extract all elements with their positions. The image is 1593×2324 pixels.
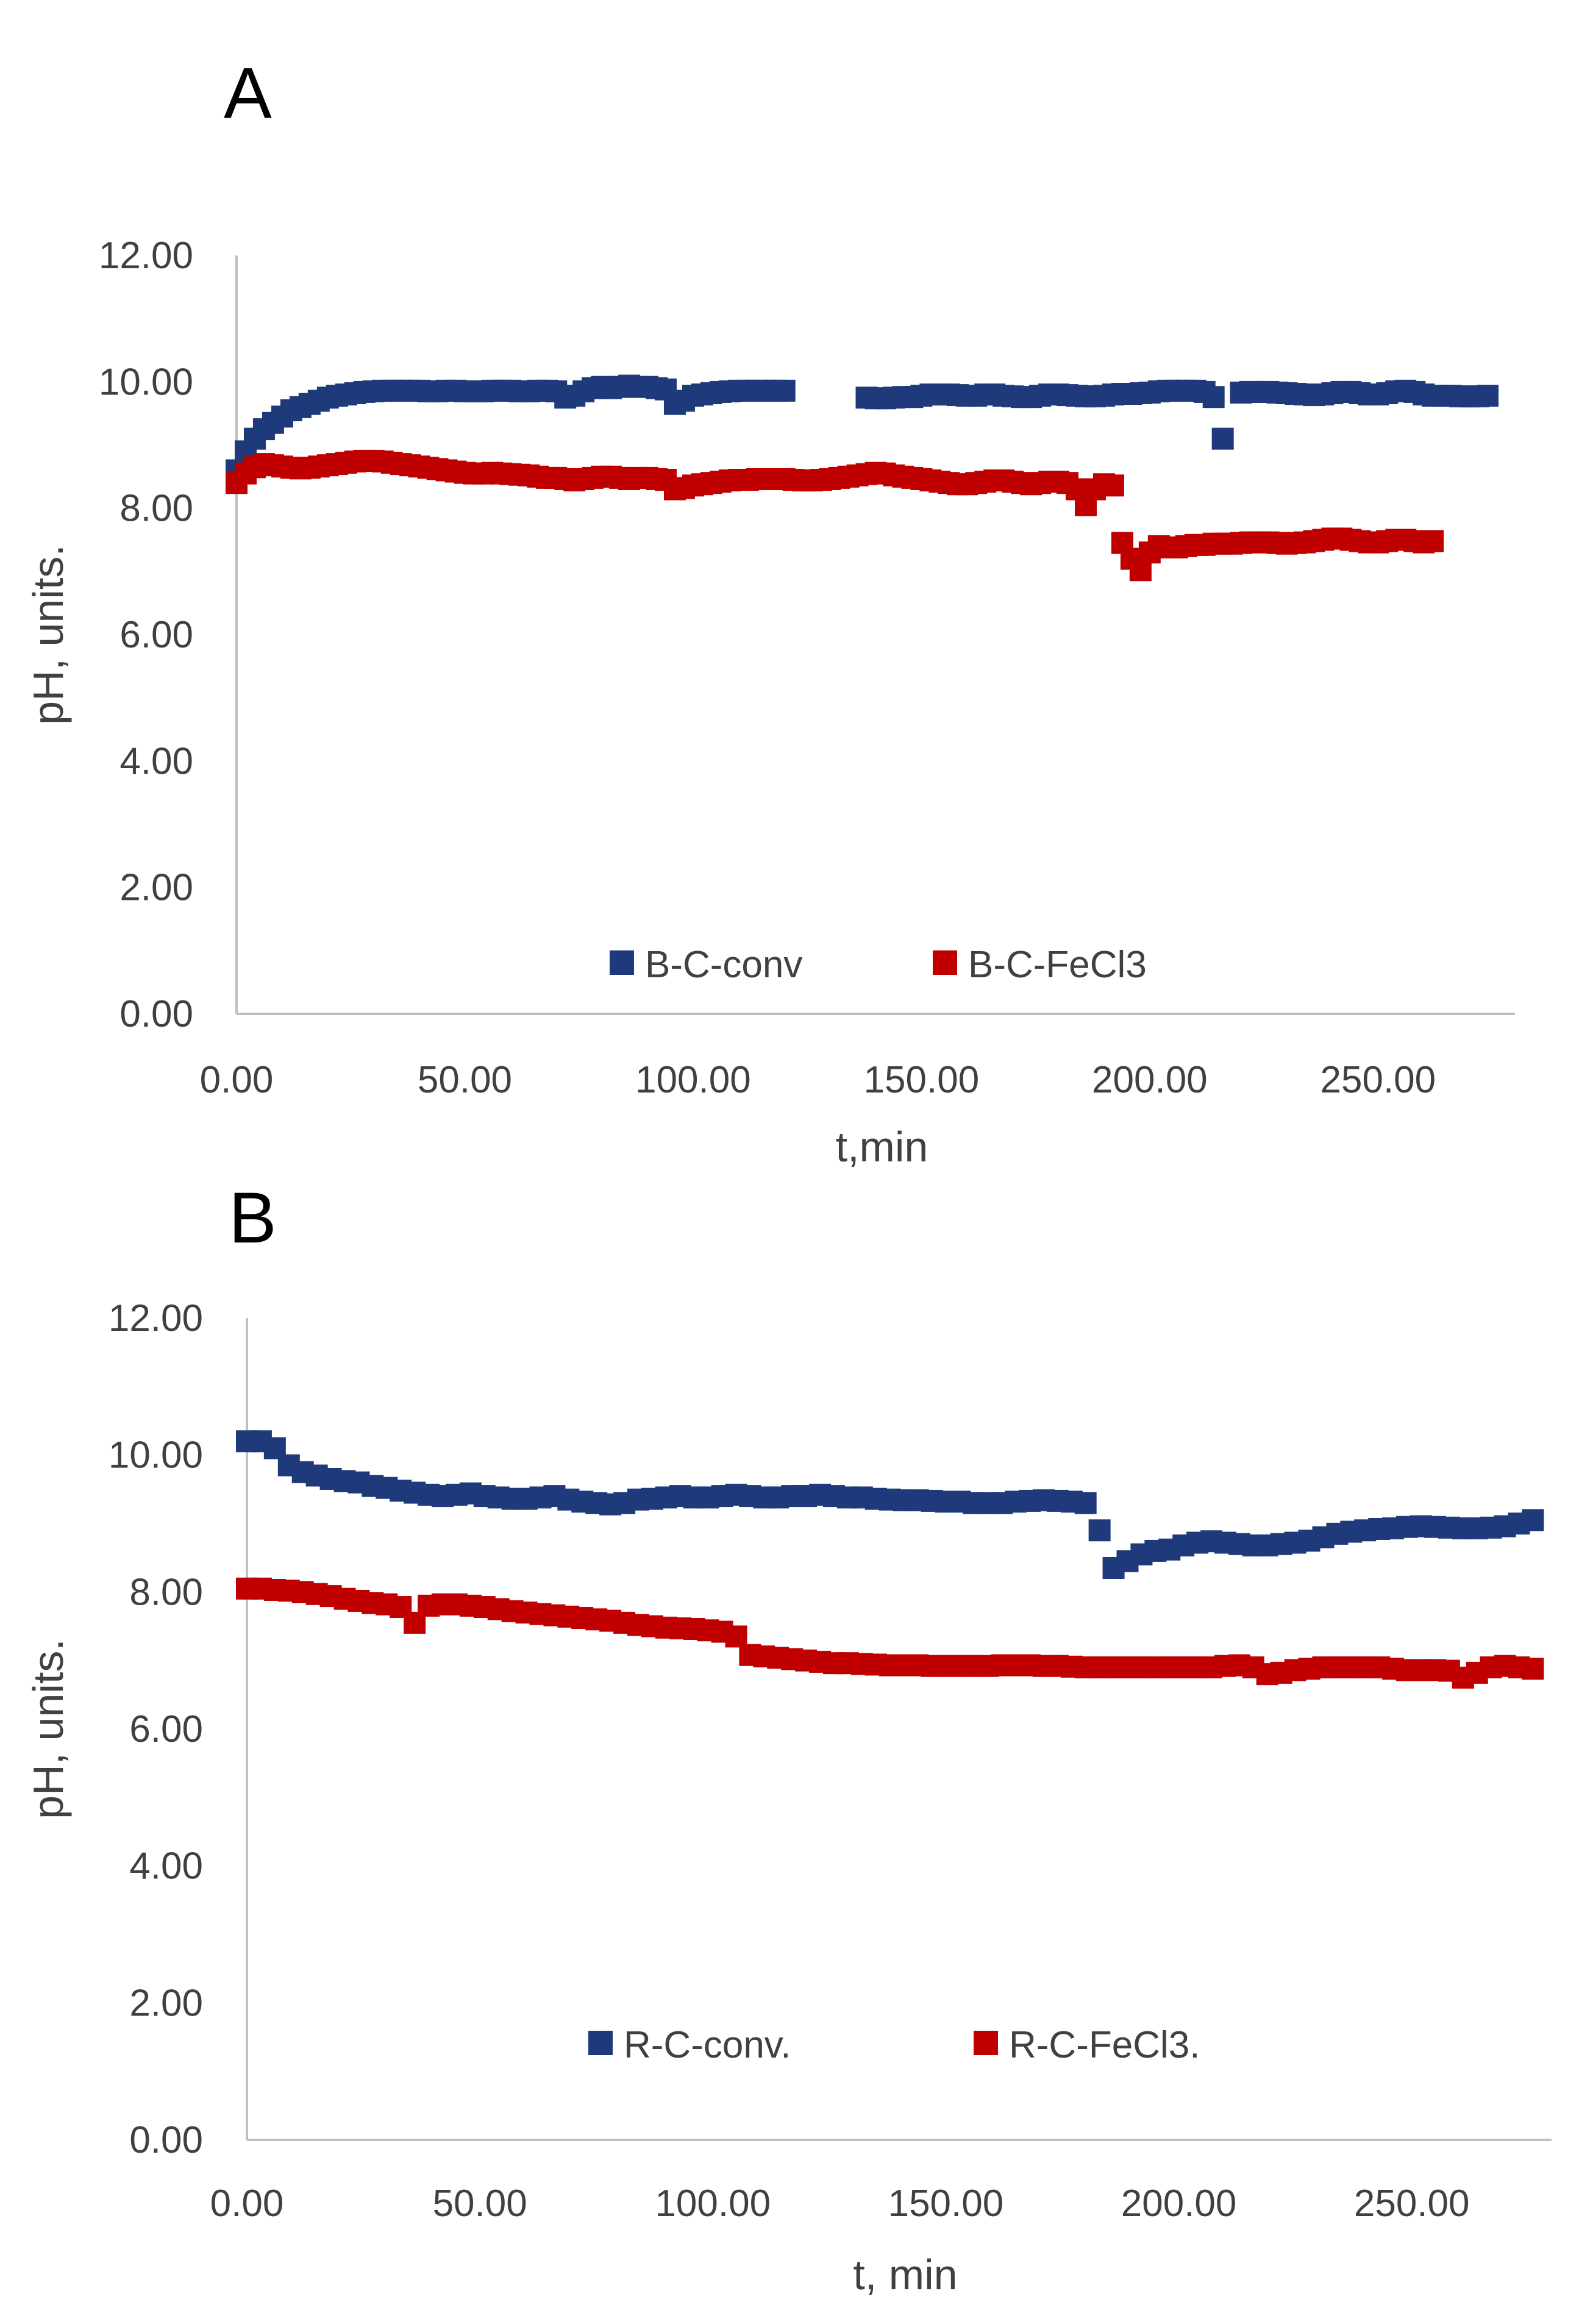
- y-tick-label: 10.00: [99, 361, 193, 403]
- data-point: [1102, 474, 1124, 497]
- legend-label: R-C-conv.: [624, 2024, 791, 2066]
- legend-label: B-C-conv: [645, 944, 802, 986]
- x-tick-label: 0.00: [200, 1059, 274, 1101]
- y-tick-label: 10.00: [109, 1435, 203, 1477]
- series-b-c-conv: [226, 374, 1499, 482]
- data-point: [1211, 427, 1234, 450]
- data-point: [1477, 385, 1499, 407]
- y-axis-title: pH, units.: [24, 544, 72, 725]
- series-r-c-fecl3: [236, 1577, 1544, 1689]
- y-tick-label: 4.00: [119, 740, 193, 782]
- y-tick-label: 8.00: [119, 488, 193, 530]
- y-tick-label: 8.00: [129, 1571, 203, 1613]
- y-axis-title: pH, units.: [24, 1639, 72, 1819]
- x-axis-title: t,min: [836, 1123, 928, 1171]
- data-point: [1422, 530, 1444, 552]
- chart-panel-a: A 0.00 2.00 4.00 6.00 8.00 10.00 12.00 0.00 50.00…: [24, 53, 1515, 1171]
- series-b-c-fecl3: [226, 449, 1444, 582]
- y-tick-label: 6.00: [129, 1708, 203, 1750]
- x-tick-label: 150.00: [864, 1059, 980, 1101]
- x-tick-label: 100.00: [655, 2183, 771, 2225]
- x-tick-label: 150.00: [888, 2183, 1004, 2225]
- series-r-c-conv: [236, 1430, 1544, 1580]
- x-tick-label: 50.00: [433, 2183, 527, 2225]
- legend-marker: [933, 950, 957, 975]
- chart-panel-b: B 0.00 2.00 4.00 6.00 8.00 10.00 12.00 0.00 50.00…: [24, 1178, 1552, 2298]
- x-axis-title: t, min: [853, 2251, 957, 2298]
- data-point: [1088, 1519, 1111, 1542]
- legend-marker: [974, 2031, 998, 2055]
- legend-label: B-C-FeCl3: [968, 944, 1147, 986]
- panel-label: A: [224, 53, 272, 134]
- y-tick-label: 2.00: [129, 1982, 203, 2024]
- x-tick-label: 100.00: [635, 1059, 751, 1101]
- legend-marker: [588, 2031, 613, 2055]
- data-point: [725, 1625, 747, 1648]
- x-tick-label: 50.00: [418, 1059, 512, 1101]
- x-tick-label: 200.00: [1092, 1059, 1208, 1101]
- y-tick-label: 0.00: [129, 2119, 203, 2161]
- y-tick-label: 2.00: [119, 867, 193, 909]
- data-point: [773, 379, 796, 402]
- legend-marker: [610, 950, 634, 975]
- legend-label: R-C-FeCl3.: [1009, 2024, 1200, 2066]
- y-tick-label: 0.00: [119, 993, 193, 1035]
- panel-label: B: [229, 1178, 277, 1258]
- x-tick-label: 250.00: [1354, 2183, 1470, 2225]
- y-tick-label: 12.00: [109, 1297, 203, 1339]
- y-tick-label: 12.00: [99, 235, 193, 277]
- data-point: [1202, 386, 1225, 408]
- x-tick-label: 200.00: [1121, 2183, 1237, 2225]
- y-tick-label: 6.00: [119, 614, 193, 656]
- data-point: [1522, 1658, 1544, 1680]
- data-point: [1074, 1492, 1097, 1514]
- x-tick-label: 250.00: [1320, 1059, 1436, 1101]
- x-tick-label: 0.00: [210, 2183, 284, 2225]
- data-point: [1522, 1509, 1544, 1531]
- y-tick-label: 4.00: [129, 1845, 203, 1887]
